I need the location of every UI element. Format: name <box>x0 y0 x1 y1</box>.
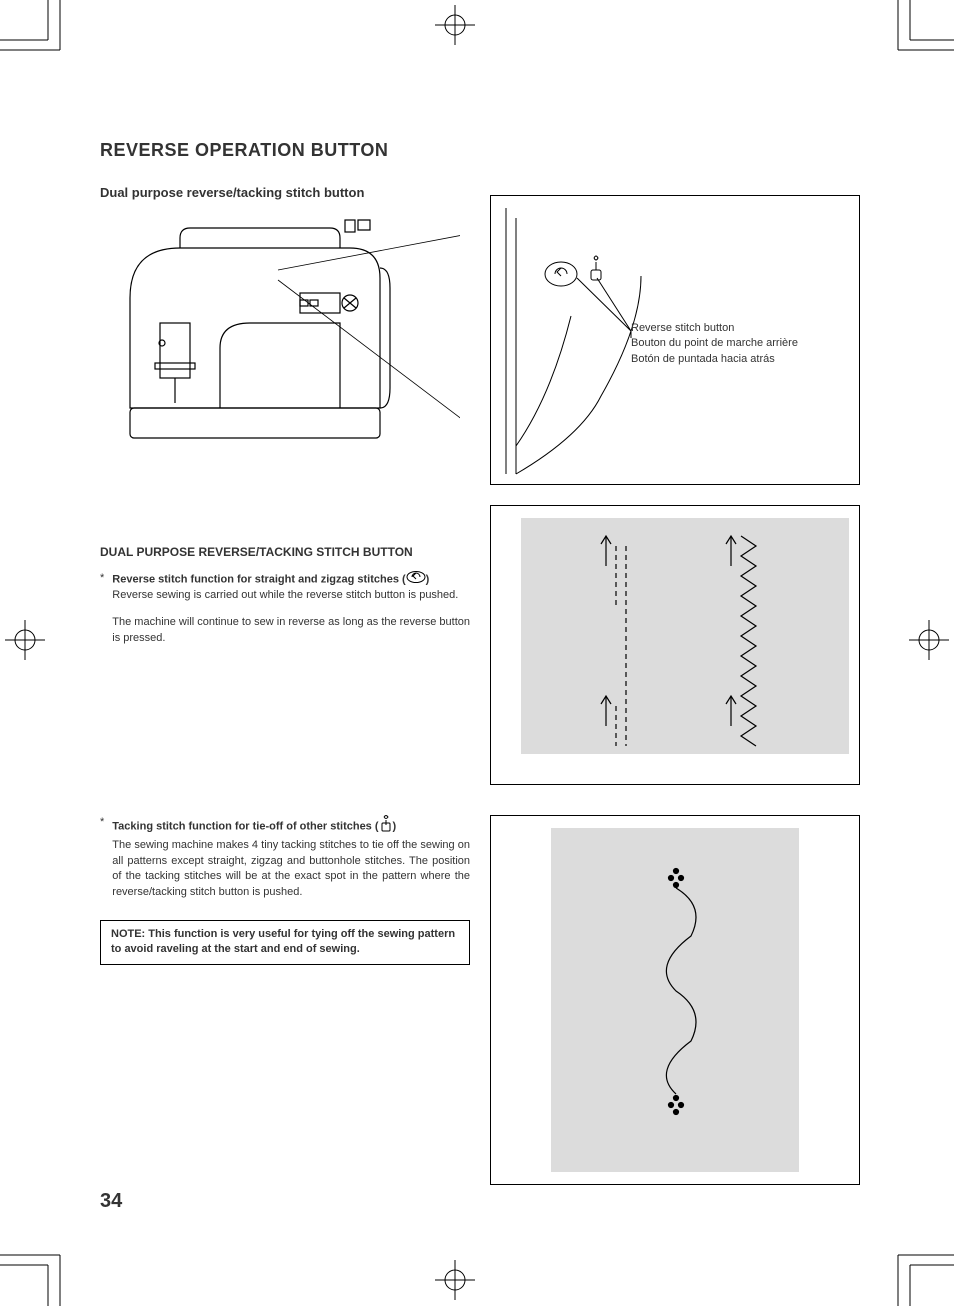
tacking-icon <box>379 815 393 838</box>
tacking-function-item: * Tacking stitch function for tie-off of… <box>100 815 470 912</box>
reverse-bold-end: ) <box>426 573 430 585</box>
tacking-bold-start: Tacking stitch function for tie-off of o… <box>112 821 378 833</box>
callout-labels: Reverse stitch button Bouton du point de… <box>631 321 798 367</box>
bullet-star: * <box>100 815 104 912</box>
callout-fr: Bouton du point de marche arrière <box>631 336 798 351</box>
tacking-diagram-column <box>490 815 860 1185</box>
reverse-p2: The machine will continue to sew in reve… <box>112 615 470 646</box>
tacking-text-column: * Tacking stitch function for tie-off of… <box>100 815 470 1185</box>
callout-en: Reverse stitch button <box>631 321 798 336</box>
button-detail-diagram: Reverse stitch button Bouton du point de… <box>490 195 860 485</box>
reverse-p1: Reverse sewing is carried out while the … <box>112 588 470 603</box>
tacking-p1: The sewing machine makes 4 tiny tacking … <box>112 838 470 900</box>
page-title: REVERSE OPERATION BUTTON <box>100 140 860 161</box>
callout-es: Botón de puntada hacia atrás <box>631 352 798 367</box>
machine-column: Dual purpose reverse/tacking stitch butt… <box>100 185 470 485</box>
page-content: REVERSE OPERATION BUTTON Dual purpose re… <box>100 140 860 1185</box>
reverse-function-item: * Reverse stitch function for straight a… <box>100 571 470 659</box>
row-machine: Dual purpose reverse/tacking stitch butt… <box>100 185 860 485</box>
tacking-diagram <box>490 815 860 1185</box>
tacking-bold-end: ) <box>393 821 397 833</box>
section-heading: DUAL PURPOSE REVERSE/TACKING STITCH BUTT… <box>100 545 470 561</box>
stitch-diagram <box>490 505 860 785</box>
stitch-diagram-column <box>490 505 860 785</box>
detail-column: Reverse stitch button Bouton du point de… <box>490 185 860 485</box>
row-tacking: * Tacking stitch function for tie-off of… <box>100 815 860 1185</box>
reverse-text-column: DUAL PURPOSE REVERSE/TACKING STITCH BUTT… <box>100 505 470 785</box>
reverse-bold-start: Reverse stitch function for straight and… <box>112 573 405 585</box>
bullet-star: * <box>100 571 104 659</box>
reverse-icon <box>406 571 426 588</box>
row-reverse: DUAL PURPOSE REVERSE/TACKING STITCH BUTT… <box>100 505 860 785</box>
page-number: 34 <box>100 1190 122 1213</box>
note-box: NOTE: This function is very useful for t… <box>100 920 470 965</box>
subtitle: Dual purpose reverse/tacking stitch butt… <box>100 185 470 200</box>
sewing-machine-diagram <box>100 208 460 448</box>
